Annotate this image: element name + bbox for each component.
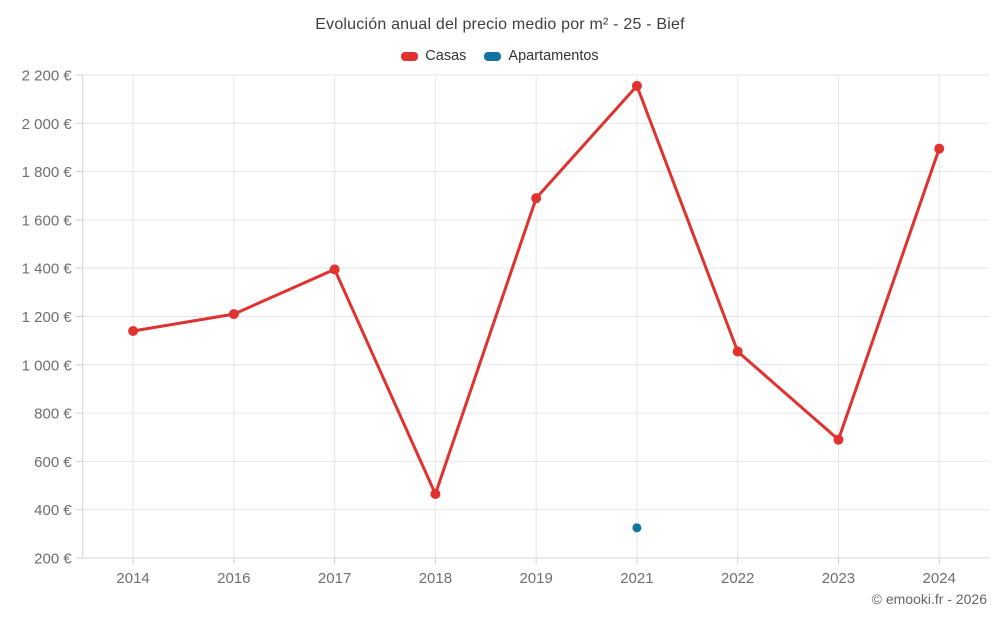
legend-label-apartamentos: Apartamentos xyxy=(508,48,599,64)
x-axis-label: 2023 xyxy=(822,570,855,587)
legend-item-casas[interactable]: Casas xyxy=(401,48,466,64)
y-axis-label: 1 400 € xyxy=(22,261,73,278)
y-axis-label: 600 € xyxy=(34,454,72,471)
x-axis-label: 2018 xyxy=(419,570,452,587)
data-point-casas[interactable] xyxy=(833,434,844,445)
y-axis-label: 200 € xyxy=(34,551,72,568)
x-axis-label: 2017 xyxy=(318,570,351,587)
x-axis-label: 2021 xyxy=(620,570,653,587)
y-axis-label: 2 000 € xyxy=(22,116,73,133)
x-axis-label: 2022 xyxy=(721,570,754,587)
y-axis-label: 2 200 € xyxy=(22,68,73,85)
y-axis-label: 1 200 € xyxy=(22,309,73,326)
data-point-casas[interactable] xyxy=(531,193,542,204)
x-axis-label: 2019 xyxy=(519,570,552,587)
legend-item-apartamentos[interactable]: Apartamentos xyxy=(484,48,599,64)
credits-link[interactable]: © emooki.fr - 2026 xyxy=(871,591,987,607)
legend-swatch-casas-icon xyxy=(401,51,419,61)
data-point-casas[interactable] xyxy=(934,143,945,154)
y-axis-label: 1 600 € xyxy=(22,212,73,229)
data-point-apartamentos[interactable] xyxy=(632,523,642,533)
data-point-casas[interactable] xyxy=(128,325,139,336)
legend: Casas Apartamentos xyxy=(0,45,1000,67)
chart-title: Evolución anual del precio medio por m² … xyxy=(315,16,685,33)
y-axis-label: 400 € xyxy=(34,502,72,519)
y-axis-label: 800 € xyxy=(34,406,72,423)
data-point-casas[interactable] xyxy=(329,264,340,275)
y-axis-label: 1 800 € xyxy=(22,164,73,181)
legend-swatch-apartamentos-icon xyxy=(484,51,502,61)
data-point-casas[interactable] xyxy=(631,80,642,91)
x-axis-label: 2016 xyxy=(217,570,250,587)
x-axis-label: 2014 xyxy=(116,570,149,587)
data-point-casas[interactable] xyxy=(430,489,441,500)
data-point-casas[interactable] xyxy=(732,346,743,357)
data-point-casas[interactable] xyxy=(228,309,239,320)
y-axis-label: 1 000 € xyxy=(22,357,73,374)
x-axis-label: 2024 xyxy=(923,570,956,587)
legend-label-casas: Casas xyxy=(425,48,467,64)
